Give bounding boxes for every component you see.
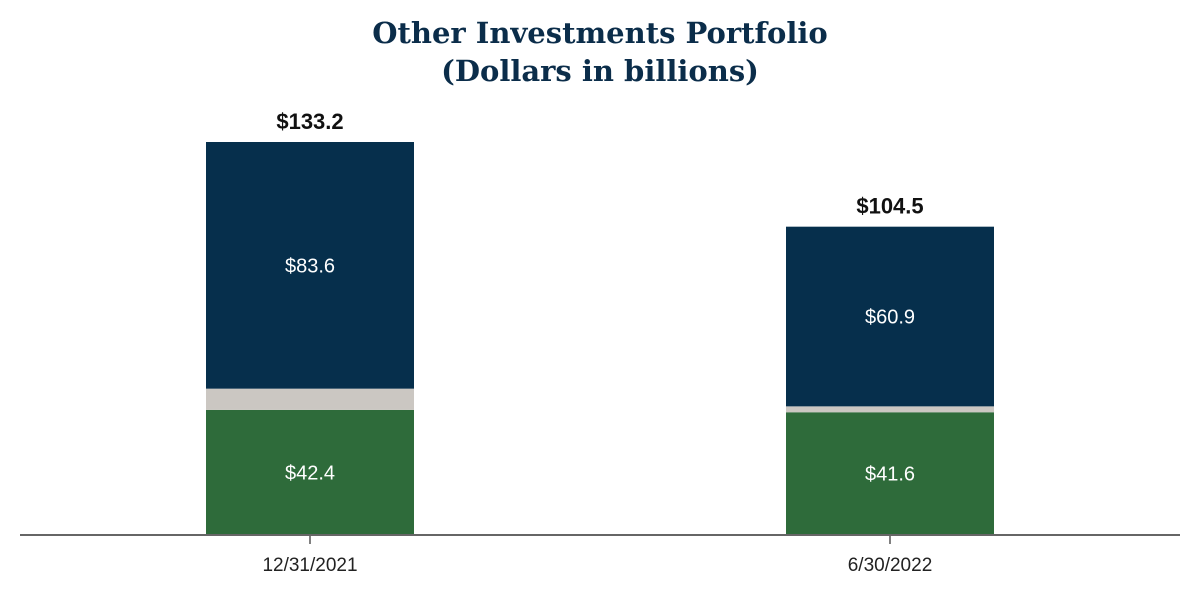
- x-tick-label: 6/30/2022: [848, 555, 933, 576]
- segment-value-label: $41.6: [865, 464, 915, 486]
- segment-value-label: $83.6: [285, 255, 335, 277]
- bar-segment: [786, 226, 994, 407]
- bar-segment: [786, 412, 994, 535]
- chart-subtitle: (Dollars in billions): [441, 54, 759, 88]
- bar-segment: [206, 142, 414, 389]
- segment-value-label: $42.4: [285, 462, 335, 484]
- bar-segment: [786, 406, 994, 413]
- chart-title-block: Other Investments Portfolio (Dollars in …: [0, 14, 1200, 90]
- bar-total-label: $104.5: [856, 194, 923, 219]
- bar-segment: [206, 409, 414, 535]
- bar-total-label: $133.2: [276, 109, 343, 134]
- chart-title: Other Investments Portfolio: [372, 16, 828, 50]
- segment-value-label: $60.9: [865, 307, 915, 329]
- x-tick-label: 12/31/2021: [262, 555, 357, 576]
- bar-segment: [206, 388, 414, 410]
